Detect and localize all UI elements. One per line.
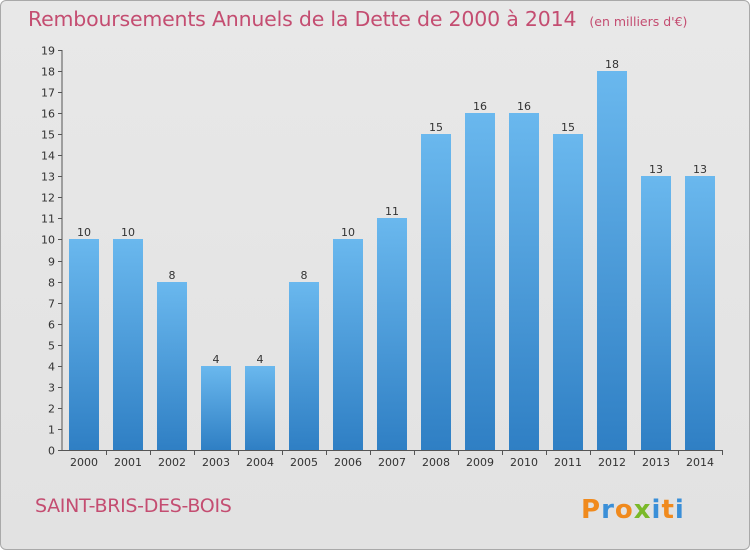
data-label: 13 xyxy=(649,163,663,176)
y-tick-label: 13 xyxy=(41,171,55,184)
logo-letter: r xyxy=(601,495,615,525)
x-tick-label: 2011 xyxy=(554,456,582,469)
data-label: 8 xyxy=(301,269,308,282)
logo-letter: i xyxy=(652,495,662,525)
data-label: 15 xyxy=(561,121,575,134)
logo-letter: i xyxy=(675,495,685,525)
bar xyxy=(553,134,583,450)
y-tick-label: 14 xyxy=(41,150,55,163)
logo-letter: o xyxy=(615,495,634,525)
data-label: 8 xyxy=(169,269,176,282)
data-label: 16 xyxy=(473,100,487,113)
x-tick-label: 2003 xyxy=(202,456,230,469)
data-label: 10 xyxy=(121,226,135,239)
y-tick-label: 15 xyxy=(41,129,55,142)
data-label: 4 xyxy=(257,353,264,366)
bar xyxy=(157,282,187,450)
title-row: Remboursements Annuels de la Dette de 20… xyxy=(28,7,687,31)
y-tick-label: 0 xyxy=(48,445,55,458)
x-tick-label: 2000 xyxy=(70,456,98,469)
x-tick-label: 2001 xyxy=(114,456,142,469)
bar xyxy=(597,71,627,450)
data-label: 13 xyxy=(693,163,707,176)
data-label: 15 xyxy=(429,121,443,134)
chart-title: Remboursements Annuels de la Dette de 20… xyxy=(28,7,577,31)
y-tick-label: 10 xyxy=(41,234,55,247)
proxiti-logo: Proxiti xyxy=(581,495,685,525)
x-tick-label: 2008 xyxy=(422,456,450,469)
y-tick-label: 18 xyxy=(41,66,55,79)
x-tick-label: 2014 xyxy=(686,456,714,469)
y-tick-label: 5 xyxy=(48,340,55,353)
data-label: 16 xyxy=(517,100,531,113)
bar xyxy=(685,176,715,450)
bar xyxy=(69,239,99,450)
bar xyxy=(465,113,495,450)
x-tick-label: 2004 xyxy=(246,456,274,469)
bar xyxy=(641,176,671,450)
y-tick-label: 6 xyxy=(48,319,55,332)
bar xyxy=(201,366,231,450)
bar xyxy=(333,239,363,450)
y-tick-label: 2 xyxy=(48,403,55,416)
logo-text: Proxiti xyxy=(581,495,685,525)
y-tick-label: 1 xyxy=(48,424,55,437)
y-tick-label: 17 xyxy=(41,87,55,100)
bar xyxy=(421,134,451,450)
y-tick-label: 9 xyxy=(48,256,55,269)
city-name: SAINT-BRIS-DES-BOIS xyxy=(35,495,232,517)
y-tick-label: 19 xyxy=(41,45,55,58)
x-tick-label: 2005 xyxy=(290,456,318,469)
data-label: 10 xyxy=(77,226,91,239)
bar xyxy=(289,282,319,450)
x-tick-label: 2013 xyxy=(642,456,670,469)
y-tick-label: 3 xyxy=(48,382,55,395)
y-tick-label: 8 xyxy=(48,277,55,290)
data-label: 11 xyxy=(385,205,399,218)
y-tick-label: 4 xyxy=(48,361,55,374)
bar xyxy=(509,113,539,450)
bar xyxy=(245,366,275,450)
logo-letter: t xyxy=(661,495,674,525)
data-label: 18 xyxy=(605,58,619,71)
chart-unit: (en milliers d'€) xyxy=(589,14,688,29)
data-label: 10 xyxy=(341,226,355,239)
bar xyxy=(113,239,143,450)
x-tick-label: 2007 xyxy=(378,456,406,469)
x-tick-label: 2009 xyxy=(466,456,494,469)
x-tick-label: 2010 xyxy=(510,456,538,469)
logo-letter: P xyxy=(581,495,601,525)
x-tick-label: 2012 xyxy=(598,456,626,469)
x-tick-label: 2006 xyxy=(334,456,362,469)
y-tick-label: 11 xyxy=(41,213,55,226)
y-tick-label: 16 xyxy=(41,108,55,121)
bar xyxy=(377,218,407,450)
data-label: 4 xyxy=(213,353,220,366)
logo-letter: x xyxy=(634,495,652,525)
x-tick-label: 2002 xyxy=(158,456,186,469)
y-tick-label: 7 xyxy=(48,298,55,311)
y-tick-label: 12 xyxy=(41,192,55,205)
